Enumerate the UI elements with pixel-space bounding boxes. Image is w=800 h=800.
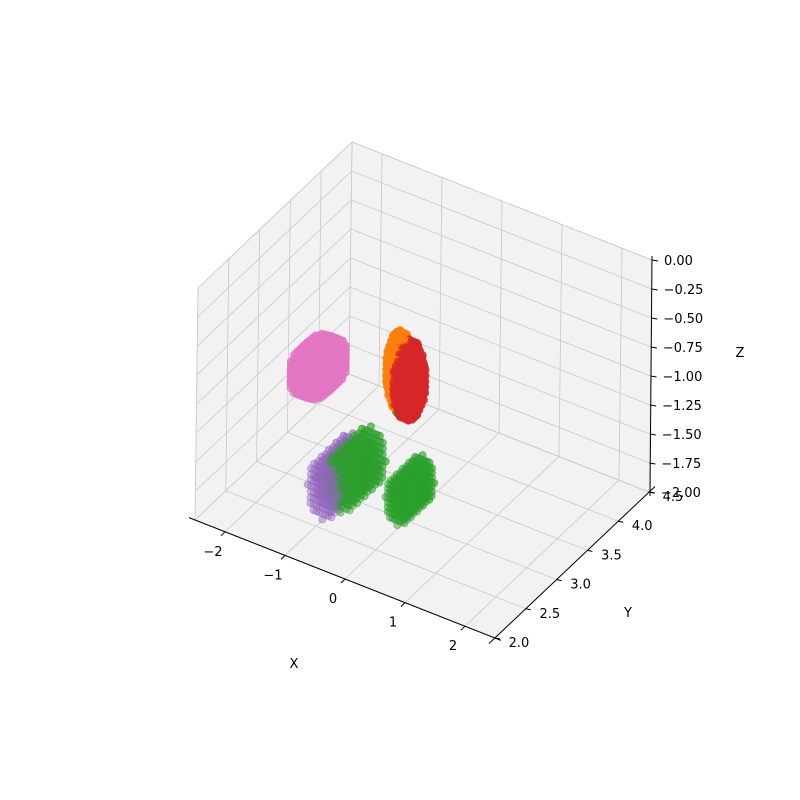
y-tick <box>587 549 593 552</box>
x-tick <box>460 625 466 631</box>
z-gridline <box>197 141 353 289</box>
z-gridline <box>196 228 352 376</box>
z-gridline <box>351 199 652 319</box>
scatter-point <box>366 422 375 431</box>
z-tick <box>651 259 659 262</box>
z-gridline <box>350 257 651 377</box>
scatter-point <box>395 384 404 393</box>
scatter-point <box>368 438 377 447</box>
scatter-point <box>304 376 313 385</box>
z-tick <box>651 288 658 291</box>
z-gridline <box>351 141 653 261</box>
scatter-points <box>286 326 439 530</box>
y-gridline <box>225 490 526 610</box>
scatter-point <box>359 429 368 438</box>
scatter-point <box>423 484 432 493</box>
z-gridline <box>197 199 352 347</box>
z-gridline <box>351 170 652 290</box>
x-gridline <box>224 385 380 533</box>
y-tick <box>556 579 562 582</box>
scatter-point <box>375 431 384 440</box>
y-gridline <box>318 402 619 522</box>
z-tick <box>649 462 656 465</box>
scatter-point <box>381 457 390 466</box>
axis-lines <box>188 255 659 644</box>
z-tick <box>648 491 656 494</box>
scatter-point <box>314 364 323 373</box>
z-tick <box>651 317 658 320</box>
z-tick <box>650 404 657 407</box>
z-tick <box>650 346 657 349</box>
x-tick <box>220 531 226 537</box>
x-gridline <box>404 456 560 603</box>
z-gridline <box>350 228 652 348</box>
z-tick <box>650 375 657 378</box>
scatter-point <box>401 367 410 376</box>
scatter-point <box>371 445 380 454</box>
scatter-point <box>374 464 383 473</box>
scatter-point <box>403 374 412 383</box>
x-gridline <box>464 479 620 627</box>
scatter-point <box>421 470 430 479</box>
x-tick <box>400 602 406 607</box>
y-axis-line <box>488 486 656 644</box>
y-tick <box>618 520 624 523</box>
z-gridline <box>196 257 351 405</box>
y-tick <box>525 608 531 611</box>
x-tick <box>280 555 286 560</box>
scatter-point <box>430 479 439 488</box>
x-tick <box>340 578 346 584</box>
z-tick <box>649 433 656 436</box>
z-gridline <box>195 286 351 434</box>
scatter-point <box>378 438 387 447</box>
scatter-point <box>292 383 301 392</box>
z-gridline <box>349 286 651 406</box>
scatter-point <box>427 464 436 473</box>
z-gridline <box>197 170 352 318</box>
y-tick <box>494 637 501 640</box>
